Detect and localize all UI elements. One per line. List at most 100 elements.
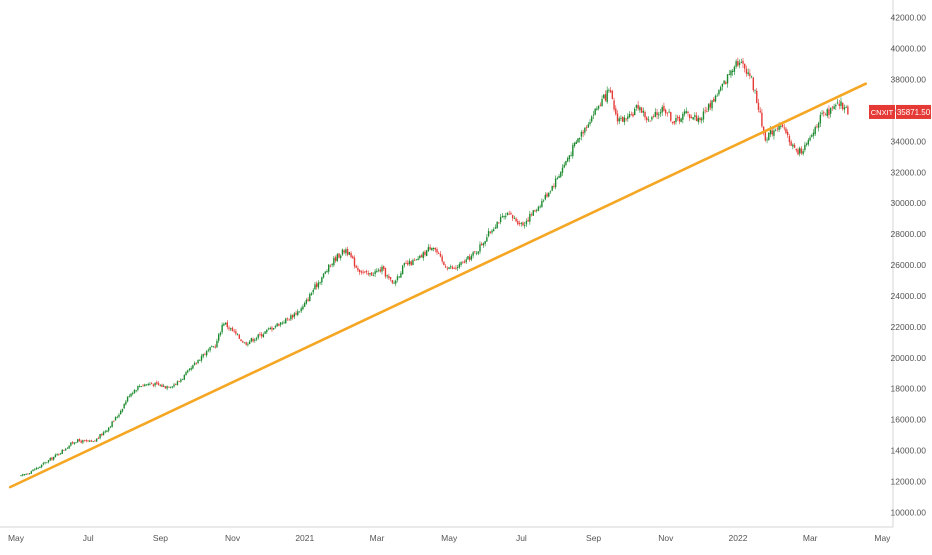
candle-body — [836, 102, 839, 104]
y-tick-label: 32000.00 — [891, 167, 927, 177]
candle — [358, 269, 361, 275]
candle-body — [205, 350, 208, 356]
candle — [431, 247, 433, 251]
candle-body — [721, 83, 724, 87]
candle-body — [291, 314, 294, 318]
candle-body — [572, 145, 574, 157]
trendline[interactable] — [8, 82, 868, 489]
candle — [467, 255, 469, 260]
candle-body — [157, 383, 160, 386]
candle-body — [615, 108, 617, 115]
candle-body — [419, 255, 421, 259]
candle — [704, 106, 706, 114]
candle-body — [451, 266, 454, 269]
candle — [202, 353, 204, 359]
candle-body — [685, 111, 687, 113]
candle — [692, 117, 694, 121]
candle — [95, 438, 98, 443]
candle — [242, 340, 244, 343]
candle — [498, 222, 500, 224]
candle-body — [584, 127, 586, 133]
candle-body — [254, 339, 256, 341]
candle — [690, 114, 693, 119]
candle — [505, 212, 507, 220]
candle — [436, 247, 438, 255]
candle — [821, 110, 823, 116]
candle-body — [328, 264, 330, 272]
candle-body — [32, 469, 34, 472]
candle-body — [214, 346, 216, 348]
candle-body — [217, 334, 220, 341]
candle — [477, 251, 479, 256]
candle — [742, 57, 744, 69]
candle — [517, 218, 519, 226]
candle-body — [816, 126, 818, 128]
candle — [534, 209, 536, 213]
candle-body — [118, 414, 120, 417]
candle-body — [181, 378, 184, 380]
candle — [745, 65, 748, 77]
candle — [570, 151, 572, 157]
candle-body — [187, 370, 189, 373]
candle-body — [506, 212, 509, 216]
candle — [83, 439, 86, 442]
candle-body — [315, 283, 318, 287]
candle-body — [147, 383, 149, 385]
candle-body — [446, 268, 449, 270]
candle — [369, 272, 371, 277]
candle-body — [412, 260, 414, 265]
candle — [616, 110, 619, 125]
candle-body — [654, 111, 657, 117]
candle — [515, 217, 517, 223]
candle-body — [462, 261, 464, 263]
candle — [632, 111, 634, 118]
candle — [107, 427, 110, 433]
candle — [224, 322, 227, 325]
candle — [683, 109, 686, 117]
candle-body — [697, 118, 700, 122]
candle-body — [829, 107, 832, 114]
candle-body — [175, 384, 177, 386]
candle — [383, 265, 385, 271]
candles-layer — [20, 57, 849, 477]
candle — [804, 141, 806, 153]
candle — [78, 438, 81, 442]
candle — [54, 453, 57, 458]
candle — [384, 267, 387, 279]
candle — [425, 249, 428, 257]
candle-body — [656, 112, 658, 116]
candle-body — [842, 102, 844, 110]
candle-body — [570, 154, 572, 156]
candle — [346, 246, 349, 257]
candle-body — [642, 110, 644, 113]
candle-body — [764, 131, 767, 141]
candle-body — [383, 266, 385, 269]
candle-body — [637, 104, 639, 109]
candle-body — [190, 368, 192, 370]
candle-body — [242, 341, 244, 343]
candle-body — [733, 66, 736, 72]
candle — [324, 271, 326, 275]
candle — [530, 212, 533, 217]
candle — [453, 266, 455, 269]
candle — [792, 143, 794, 150]
candle — [376, 268, 378, 273]
candle — [606, 86, 608, 104]
candle-body — [532, 210, 534, 216]
candle — [34, 468, 36, 471]
candle — [211, 345, 213, 348]
candle — [379, 266, 381, 273]
candle — [154, 382, 156, 388]
candle-body — [438, 253, 440, 254]
candle — [489, 231, 491, 234]
candle-body — [546, 193, 548, 197]
candle-body — [441, 256, 443, 262]
candle-body — [800, 148, 803, 154]
candle-body — [436, 249, 438, 253]
candle — [450, 264, 452, 270]
candle — [829, 107, 832, 118]
y-tick-label: 26000.00 — [891, 260, 927, 270]
candle — [350, 251, 352, 259]
candle — [438, 251, 440, 254]
